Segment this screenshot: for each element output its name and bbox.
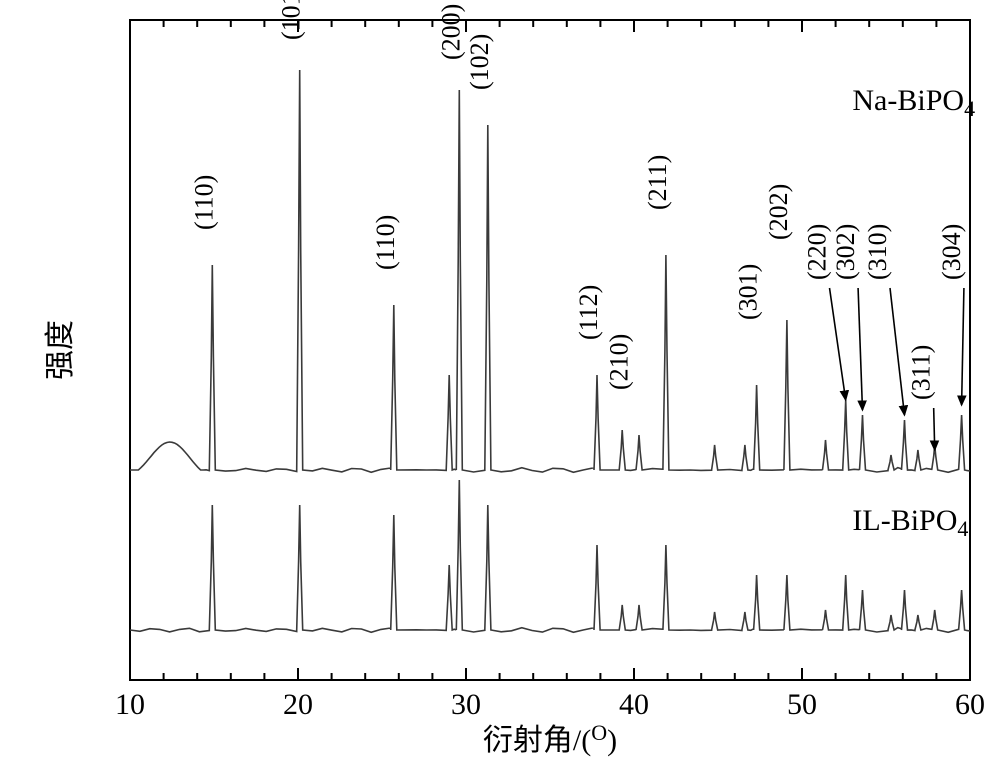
pattern-labels-group: Na-BiPO4 IL-BiPO4 xyxy=(852,84,975,541)
peak-label: (110) xyxy=(189,175,218,230)
peak-label: (200) xyxy=(436,4,465,60)
peak-arrow xyxy=(830,288,846,400)
y-axis-label: 强度 xyxy=(44,320,77,380)
peak-label: (302) xyxy=(831,224,860,280)
pattern-label-IL-BiPO4: IL-BiPO4 xyxy=(852,504,968,541)
peak-label: (301) xyxy=(734,264,763,320)
peak-labels-group: (110) (101) (110) (200)(102) (112)(210) (211)… xyxy=(189,0,966,450)
peak-label: (304) xyxy=(937,224,966,280)
xrd-chart: 102030405060 (110)(101)(110)(200)(102)(1… xyxy=(0,0,1000,780)
x-tick-label: 10 xyxy=(115,688,145,721)
peak-label: (310) xyxy=(863,224,892,280)
x-axis-label: 衍射角/(O) xyxy=(483,720,617,757)
x-ticks: 10 20 30 40 50 60 xyxy=(115,668,985,721)
peak-label: (102) xyxy=(465,34,494,90)
peak-label: (112) xyxy=(574,285,603,340)
plot-frame xyxy=(130,20,970,680)
peak-label: (220) xyxy=(803,224,832,280)
spectra-group xyxy=(130,70,970,632)
peak-label: (210) xyxy=(604,334,633,390)
x-tick-label: 40 xyxy=(619,688,649,721)
peak-arrow xyxy=(858,288,862,410)
x-tick-label: 30 xyxy=(451,688,481,721)
x-tick-label: 20 xyxy=(283,688,313,721)
peak-label: (311) xyxy=(907,345,936,400)
peak-arrow xyxy=(890,288,904,415)
x-tick-label: 60 xyxy=(955,688,985,721)
x-tick-label: 50 xyxy=(787,688,817,721)
peak-arrow xyxy=(934,408,935,450)
peak-label: (202) xyxy=(764,184,793,240)
peak-label: (110) xyxy=(371,215,400,270)
peak-label: (101) xyxy=(277,0,306,40)
x-ticks-top xyxy=(130,20,970,32)
spectrum-IL-BiPO4 xyxy=(130,480,970,632)
pattern-label-Na-BiPO4: Na-BiPO4 xyxy=(852,84,975,121)
peak-label: (211) xyxy=(643,155,672,210)
peak-arrow xyxy=(962,288,964,405)
